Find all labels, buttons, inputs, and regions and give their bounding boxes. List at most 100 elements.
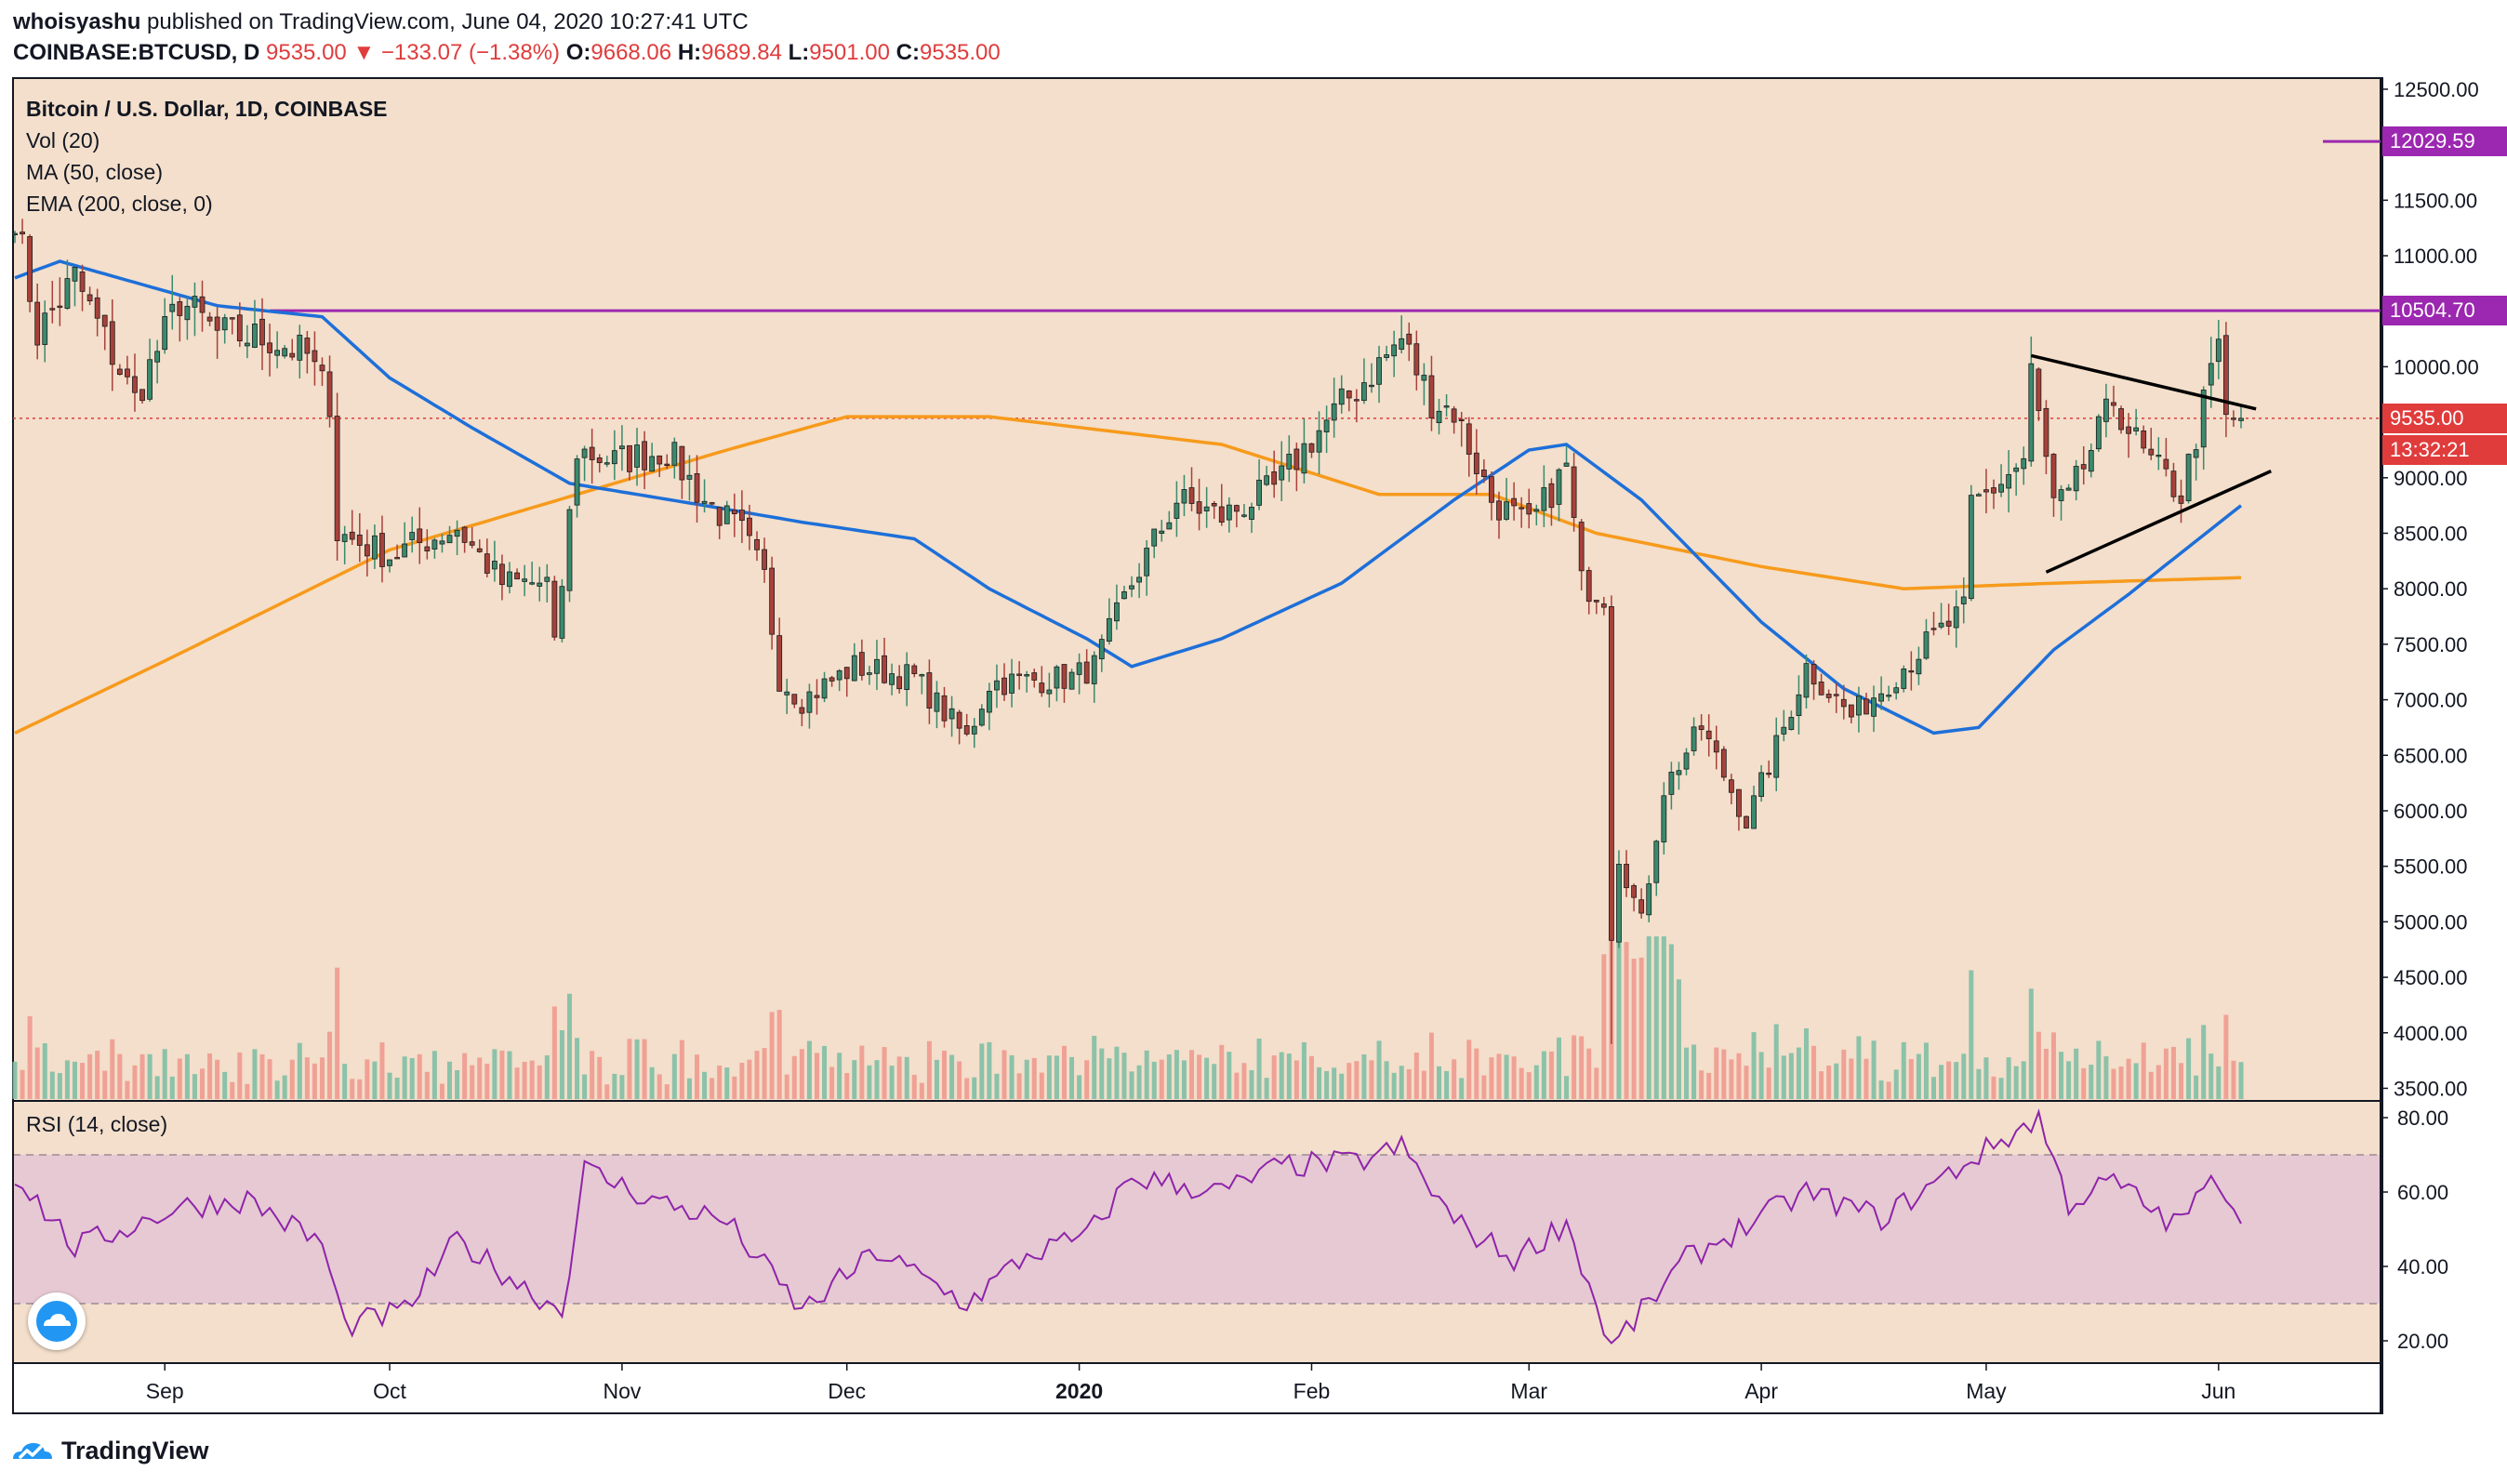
candle-body[interactable] bbox=[686, 474, 693, 480]
candle-body[interactable] bbox=[101, 314, 108, 327]
candle-body[interactable] bbox=[289, 352, 296, 358]
ma50-line[interactable] bbox=[14, 259, 2243, 735]
candle-body[interactable] bbox=[1504, 501, 1509, 520]
rsi-legend[interactable]: RSI (14, close) bbox=[26, 1112, 168, 1136]
candle-body[interactable] bbox=[1233, 505, 1240, 512]
candle-body[interactable] bbox=[963, 724, 970, 735]
candle-body[interactable] bbox=[446, 535, 453, 544]
candle-body[interactable] bbox=[49, 308, 56, 311]
candle-body[interactable] bbox=[1211, 503, 1217, 507]
candle-body[interactable] bbox=[1556, 469, 1562, 505]
candle-body[interactable] bbox=[1751, 795, 1757, 829]
candle-body[interactable] bbox=[1511, 497, 1518, 507]
candle-body[interactable] bbox=[2231, 417, 2236, 420]
candle-body[interactable] bbox=[522, 578, 528, 582]
symbol-name[interactable]: COINBASE:BTCUSD, D bbox=[13, 40, 260, 65]
candle-body[interactable] bbox=[1998, 484, 2004, 493]
candle-body[interactable] bbox=[1480, 470, 1487, 478]
candle-body[interactable] bbox=[1930, 628, 1937, 630]
candle-body[interactable] bbox=[1106, 617, 1112, 642]
candle-body[interactable] bbox=[1624, 864, 1629, 889]
candle-body[interactable] bbox=[252, 323, 258, 348]
legend-ema[interactable]: EMA (200, close, 0) bbox=[26, 192, 213, 216]
candle-body[interactable] bbox=[1188, 487, 1195, 504]
candle-body[interactable] bbox=[2148, 448, 2155, 456]
candle-body[interactable] bbox=[1744, 815, 1749, 828]
candle-body[interactable] bbox=[2238, 417, 2244, 421]
candle-body[interactable] bbox=[1533, 509, 1540, 512]
candle-body[interactable] bbox=[1916, 658, 1922, 675]
candle-body[interactable] bbox=[424, 546, 431, 551]
candle-body[interactable] bbox=[874, 658, 880, 674]
candle-body[interactable] bbox=[1009, 673, 1015, 694]
candle-body[interactable] bbox=[1578, 522, 1585, 572]
candle-body[interactable] bbox=[1938, 622, 1944, 628]
candle-body[interactable] bbox=[1638, 899, 1645, 914]
candle-body[interactable] bbox=[986, 690, 992, 713]
candle-body[interactable] bbox=[326, 371, 333, 417]
candle-body[interactable] bbox=[867, 672, 872, 675]
candle-body[interactable] bbox=[2111, 402, 2116, 406]
candle-body[interactable] bbox=[2006, 473, 2012, 489]
candle-body[interactable] bbox=[356, 534, 363, 546]
candle-body[interactable] bbox=[1803, 663, 1810, 698]
candle-body[interactable] bbox=[1196, 501, 1202, 514]
candle-body[interactable] bbox=[1923, 631, 1930, 659]
candle-body[interactable] bbox=[1226, 504, 1232, 521]
candle-body[interactable] bbox=[806, 691, 813, 713]
candle-body[interactable] bbox=[1571, 466, 1577, 518]
legend-ma[interactable]: MA (50, close) bbox=[26, 160, 163, 184]
candle-body[interactable] bbox=[79, 272, 86, 292]
support-trendline[interactable] bbox=[2045, 470, 2272, 574]
candle-body[interactable] bbox=[799, 707, 805, 714]
candle-body[interactable] bbox=[2021, 457, 2027, 470]
candle-body[interactable] bbox=[971, 725, 977, 735]
candle-body[interactable] bbox=[694, 473, 700, 503]
candle-body[interactable] bbox=[1159, 530, 1165, 534]
candle-body[interactable] bbox=[754, 538, 760, 550]
candle-body[interactable] bbox=[1039, 682, 1045, 694]
candle-body[interactable] bbox=[2028, 363, 2035, 462]
candle-body[interactable] bbox=[747, 517, 752, 537]
candle-body[interactable] bbox=[649, 456, 656, 472]
candle-body[interactable] bbox=[177, 301, 183, 316]
candle-body[interactable] bbox=[1901, 669, 1907, 689]
candle-body[interactable] bbox=[1796, 694, 1802, 716]
candle-body[interactable] bbox=[1249, 507, 1254, 520]
candle-body[interactable] bbox=[559, 586, 565, 639]
candle-body[interactable] bbox=[941, 695, 948, 722]
candle-body[interactable] bbox=[1489, 476, 1494, 503]
candle-body[interactable] bbox=[829, 677, 835, 682]
candle-body[interactable] bbox=[1691, 726, 1697, 751]
candle-body[interactable] bbox=[184, 305, 191, 321]
candle-body[interactable] bbox=[2222, 335, 2229, 416]
candle-body[interactable] bbox=[364, 544, 370, 557]
candle-body[interactable] bbox=[709, 502, 715, 505]
legend-title[interactable]: Bitcoin / U.S. Dollar, 1D, COINBASE bbox=[26, 97, 388, 121]
rsi-line[interactable] bbox=[14, 1108, 2242, 1345]
candle-body[interactable] bbox=[2103, 398, 2109, 422]
candle-body[interactable] bbox=[454, 529, 460, 537]
candle-body[interactable] bbox=[206, 316, 213, 322]
candle-body[interactable] bbox=[1443, 405, 1450, 408]
candle-body[interactable] bbox=[581, 448, 588, 458]
candle-body[interactable] bbox=[461, 526, 468, 543]
candle-body[interactable] bbox=[341, 534, 348, 542]
candle-body[interactable] bbox=[1631, 885, 1637, 898]
candle-body[interactable] bbox=[1361, 382, 1367, 402]
candle-body[interactable] bbox=[402, 543, 408, 558]
candle-body[interactable] bbox=[349, 531, 355, 540]
candle-body[interactable] bbox=[1541, 487, 1547, 511]
candle-body[interactable] bbox=[544, 576, 550, 582]
candle-body[interactable] bbox=[1526, 503, 1532, 515]
candle-body[interactable] bbox=[1391, 344, 1398, 357]
candle-body[interactable] bbox=[2058, 489, 2064, 501]
candle-body[interactable] bbox=[1376, 357, 1382, 385]
candle-body[interactable] bbox=[57, 305, 63, 309]
candle-body[interactable] bbox=[956, 711, 962, 729]
candle-body[interactable] bbox=[86, 294, 93, 302]
candle-body[interactable] bbox=[1421, 375, 1427, 381]
candle-body[interactable] bbox=[1098, 639, 1105, 660]
candle-body[interactable] bbox=[529, 582, 536, 585]
candle-body[interactable] bbox=[2088, 450, 2094, 472]
